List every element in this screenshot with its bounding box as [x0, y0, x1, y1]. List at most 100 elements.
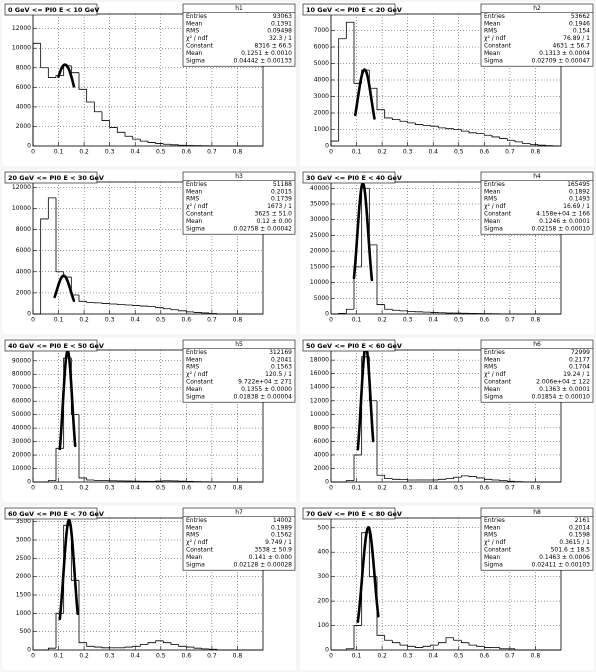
histogram-bin: [368, 188, 377, 246]
histogram-bin: [537, 144, 546, 146]
stats-value: 0.1493: [569, 196, 590, 203]
stats-box: [480, 3, 594, 67]
histogram-bin: [170, 642, 179, 645]
histogram-bin: [376, 400, 385, 476]
x-tick-label: 0: [329, 653, 333, 660]
panel: 0 2000 4000 6000 8000 10000 12000 0 0.1 0.2 0.3 0.4…: [0, 0, 298, 168]
stats-label: RMS: [186, 364, 199, 371]
histogram-bin: [422, 645, 431, 648]
histogram-bin: [162, 143, 171, 145]
stats-value: 9.749 / 1: [265, 539, 292, 546]
stats-box: [182, 171, 296, 235]
x-tick-label: 0.8: [531, 653, 541, 660]
histogram-bin: [109, 120, 118, 128]
histogram-bin: [391, 117, 400, 120]
x-tick-label: 0.4: [130, 485, 140, 492]
stats-value: 2.006e+04 ± 122: [536, 379, 590, 386]
y-tick-label: 3000: [16, 537, 31, 544]
chart-title: 60 GeV <= PI0 E < 70 GeV: [8, 510, 104, 518]
stats-value: 0.2014: [569, 524, 590, 531]
histogram-bin: [353, 625, 362, 649]
histogram-bin: [139, 644, 148, 647]
stats-label: Constant: [186, 211, 214, 218]
histogram-bin: [86, 89, 95, 103]
y-tick-label: 500: [318, 524, 330, 531]
stats-box: [480, 507, 594, 571]
histogram-bin: [155, 142, 164, 144]
histogram-bin: [437, 642, 446, 646]
y-tick-label: 300: [318, 573, 330, 580]
stats-value: 72999: [571, 349, 590, 356]
stats-name: h2: [533, 5, 541, 12]
stats-value: 0.154: [573, 28, 590, 35]
pad-border: [0, 504, 298, 672]
x-tick-label: 0.7: [207, 317, 217, 324]
fit-curve: [353, 68, 376, 120]
y-tick-label: 60000: [12, 398, 31, 405]
stats-value: 9.722e+04 ± 271: [238, 379, 292, 386]
y-tick-label: 200: [318, 598, 330, 605]
stats-label: Mean: [484, 386, 501, 393]
stats-value: 53662: [571, 13, 590, 20]
histogram-bin: [162, 307, 171, 310]
histogram-bin: [407, 121, 416, 124]
fit-curve: [58, 518, 80, 621]
x-tick-label: 0.4: [428, 653, 438, 660]
stats-value: 0.1739: [271, 196, 292, 203]
y-tick-label: 3000: [314, 93, 329, 100]
histogram-bin: [116, 303, 125, 305]
x-tick-label: 0.6: [480, 149, 490, 156]
frame: [330, 349, 562, 483]
x-tick-label: 0.7: [505, 485, 515, 492]
histogram-bin: [353, 22, 362, 84]
stats-value: 0.1598: [569, 532, 590, 539]
frame: [32, 349, 264, 483]
histogram-bin: [208, 312, 217, 314]
stats-value: 0.3615 / 1: [559, 539, 590, 546]
pad-border: [298, 336, 596, 504]
panel: 0 2000 4000 6000 8000 10000 12000 14000 16000 180…: [298, 336, 596, 504]
stats-value: 0.02758 ± 0.00042: [234, 225, 293, 232]
stats-label: Mean: [484, 524, 501, 531]
stats-box: [182, 3, 296, 67]
stats-value: 0.1355 ± 0.0000: [241, 386, 292, 393]
histogram-bin: [414, 646, 423, 648]
panel: 0 1000 2000 3000 4000 5000 6000 7000 0 0.1 0.2 0.3 0…: [298, 0, 596, 168]
title-box: [302, 3, 396, 16]
stats-label: Constant: [484, 379, 512, 386]
stats-value: 93063: [273, 13, 292, 20]
stats-label: χ² / ndf: [186, 203, 208, 210]
stats-box: [480, 339, 594, 403]
stats-label: χ² / ndf: [484, 371, 506, 378]
histogram-bin: [170, 144, 179, 146]
x-tick-label: 0.2: [79, 149, 89, 156]
histogram-bin: [430, 644, 439, 647]
y-tick-label: 2000: [314, 110, 329, 117]
histogram-bin: [476, 645, 485, 647]
histogram-bin: [345, 480, 354, 482]
stats-value: 0.1391: [271, 20, 292, 27]
histogram-bin: [384, 475, 393, 480]
histogram-bin: [155, 306, 164, 309]
stats-label: RMS: [186, 28, 199, 35]
stats-label: Constant: [186, 43, 214, 50]
y-tick-label: 1500: [16, 592, 31, 599]
y-tick-label: 35000: [310, 201, 329, 208]
stats-label: Entries: [484, 13, 505, 20]
stats-value: 16.69 / 1: [563, 203, 590, 210]
stats-label: RMS: [186, 532, 199, 539]
stats-label: Mean: [484, 356, 501, 363]
histogram-bin: [453, 637, 462, 641]
y-tick-label: 2500: [16, 555, 31, 562]
stats-name: h7: [235, 509, 243, 516]
histogram-bin: [445, 127, 454, 130]
histogram-bin: [338, 38, 347, 142]
histogram-bin: [506, 480, 515, 482]
histogram-bin: [453, 476, 462, 479]
x-tick-label: 0.1: [352, 653, 362, 660]
y-tick-label: 10000: [12, 45, 31, 52]
histogram-bin: [40, 43, 49, 69]
histogram-bin: [147, 642, 156, 645]
x-tick-label: 0.2: [79, 485, 89, 492]
